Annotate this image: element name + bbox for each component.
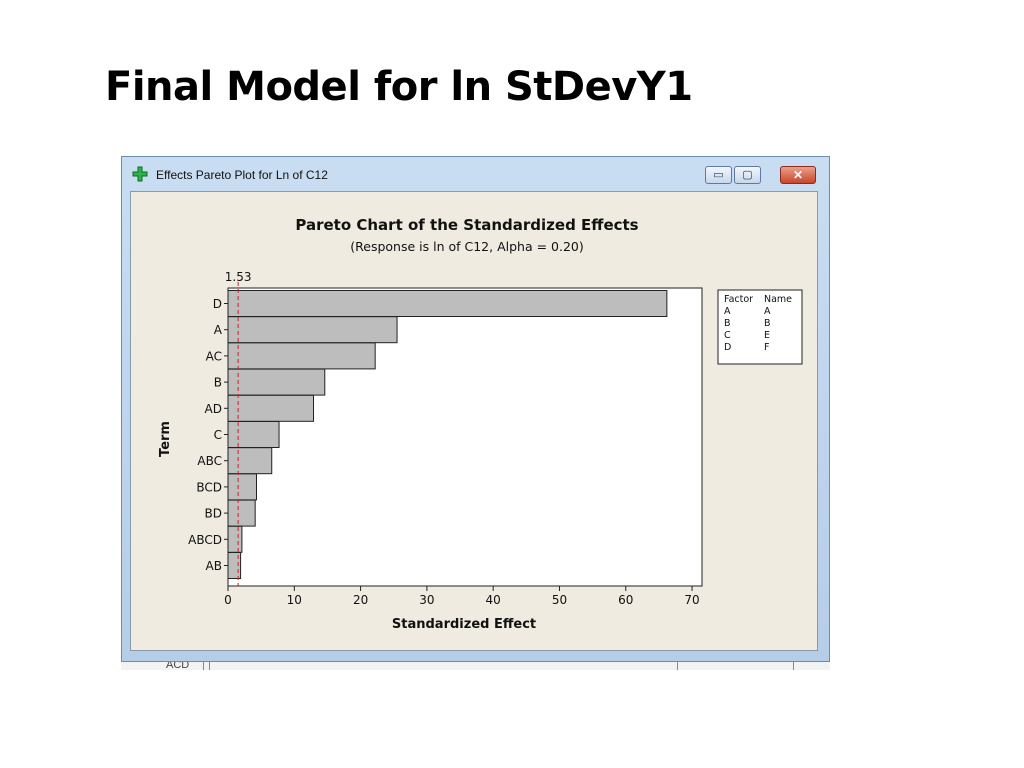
legend-cell: F [764,342,769,353]
y-tick-label: ABCD [188,533,222,547]
chart-window[interactable]: Effects Pareto Plot for Ln of C12 ▭ ▢ ✕ … [121,156,830,662]
bar-abcd [227,525,243,553]
minimize-button[interactable]: ▭ [705,166,732,184]
background-divider [677,662,678,670]
legend-cell: C [724,330,731,341]
legend-cell: A [764,306,771,317]
x-tick-label: 20 [353,593,368,607]
graph-area: Pareto Chart of the Standardized Effects… [130,191,818,651]
window-title: Effects Pareto Plot for Ln of C12 [156,168,328,182]
bar-c [227,421,280,448]
x-tick-label: 60 [618,593,633,607]
legend-cell: B [724,318,731,329]
y-tick-label: AB [206,559,222,573]
background-term-label: ACD [166,662,190,670]
bar-bd [227,499,256,527]
x-tick-label: 10 [287,593,302,607]
legend-cell: D [724,342,731,353]
y-tick-label: B [214,376,222,390]
bar-bcd [227,473,258,501]
x-axis-label: Standardized Effect [392,617,536,632]
bar-b [227,368,326,396]
legend-cell: A [724,306,731,317]
x-tick-label: 40 [486,593,501,607]
legend-cell: B [764,318,771,329]
reference-line-label: 1.53 [225,270,252,284]
y-tick-label: AC [206,349,222,363]
y-axis-label: Term [158,421,173,457]
bar-abc [227,447,273,475]
chart-title: Pareto Chart of the Standardized Effects [295,216,638,234]
y-tick-label: C [214,428,222,442]
x-tick-label: 0 [224,593,232,607]
x-tick-label: 30 [419,593,434,607]
minitab-graph-icon [132,166,148,182]
legend-header: Name [764,294,792,305]
legend-cell: E [764,330,770,341]
close-button[interactable]: ✕ [780,166,816,184]
background-window-strip: ACD [121,662,830,670]
x-tick-label: 50 [552,593,567,607]
legend-header: Factor [724,294,753,305]
maximize-button[interactable]: ▢ [734,166,761,184]
x-tick-label: 70 [684,593,699,607]
background-divider [203,662,204,670]
bar-ac [227,342,376,370]
bar-a [227,316,398,344]
bar-ab [227,552,242,579]
bar-ad [227,394,315,422]
bar-d [227,290,668,317]
slide-title: Final Model for ln StDevY1 [105,64,693,110]
y-tick-label: ABC [197,454,222,468]
y-tick-label: BCD [196,480,222,494]
chart-subtitle: (Response is ln of C12, Alpha = 0.20) [350,239,583,254]
y-tick-label: BD [205,507,222,521]
background-divider [209,662,210,670]
window-titlebar[interactable]: Effects Pareto Plot for Ln of C12 ▭ ▢ ✕ [122,157,829,191]
background-divider [793,662,794,670]
y-tick-label: A [214,323,223,337]
y-tick-label: D [213,297,222,311]
pareto-chart: Pareto Chart of the Standardized Effects… [158,216,803,632]
y-tick-label: AD [205,402,222,416]
